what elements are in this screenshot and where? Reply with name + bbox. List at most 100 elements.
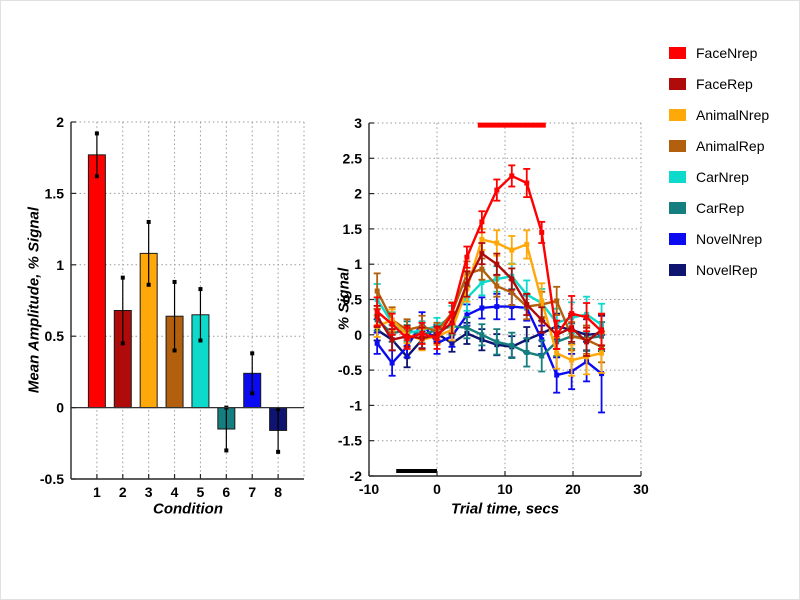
error-cap bbox=[146, 219, 151, 224]
error-cap bbox=[276, 449, 281, 454]
error-cap bbox=[120, 275, 125, 280]
series-line bbox=[376, 174, 603, 340]
data-point bbox=[479, 236, 485, 242]
data-point bbox=[494, 339, 500, 345]
data-point bbox=[524, 241, 530, 247]
data-point bbox=[509, 173, 515, 179]
data-point bbox=[554, 298, 560, 304]
data-point bbox=[494, 187, 500, 193]
data-point bbox=[389, 337, 395, 343]
x-tick-label: 7 bbox=[248, 484, 256, 500]
data-point bbox=[599, 350, 605, 356]
error-cap bbox=[94, 174, 99, 179]
data-point bbox=[479, 280, 485, 286]
y-tick-label: 1.5 bbox=[343, 221, 363, 237]
error-cap bbox=[120, 341, 125, 346]
error-cap bbox=[198, 287, 203, 292]
series-line bbox=[376, 325, 602, 358]
data-point bbox=[509, 276, 515, 282]
x-tick-label: 2 bbox=[119, 484, 127, 500]
data-point bbox=[569, 357, 575, 363]
error-cap bbox=[94, 131, 99, 136]
data-point bbox=[554, 332, 560, 338]
x-tick-label: 5 bbox=[197, 484, 205, 500]
bar-condition-2 bbox=[113, 275, 132, 409]
y-tick-label: -1 bbox=[350, 397, 363, 413]
x-tick-label: 0 bbox=[433, 481, 441, 497]
error-cap bbox=[172, 279, 177, 284]
y-tick-label: 2 bbox=[56, 114, 64, 130]
x-tick-label: -10 bbox=[359, 481, 379, 497]
x-tick-label: 30 bbox=[633, 481, 649, 497]
error-cap bbox=[224, 448, 229, 453]
data-point bbox=[419, 330, 425, 336]
legend-swatch bbox=[669, 201, 686, 214]
data-point bbox=[524, 180, 530, 186]
legend-item-CarRep: CarRep bbox=[669, 192, 769, 223]
x-tick-label: 3 bbox=[145, 484, 153, 500]
data-point bbox=[539, 317, 545, 323]
y-tick-label: -2 bbox=[350, 468, 363, 484]
bar-condition-5 bbox=[191, 287, 210, 409]
bar-condition-7 bbox=[243, 351, 262, 409]
data-point bbox=[584, 314, 590, 320]
legend-label: FaceRep bbox=[696, 75, 753, 92]
data-point bbox=[584, 339, 590, 345]
y-tick-label: 0 bbox=[354, 327, 362, 343]
legend-label: FaceNrep bbox=[696, 44, 758, 61]
data-point bbox=[509, 342, 515, 348]
legend-item-FaceNrep: FaceNrep bbox=[669, 37, 769, 68]
data-point bbox=[374, 340, 380, 346]
y-tick-label: 0.5 bbox=[45, 328, 65, 344]
error-cap bbox=[276, 407, 281, 412]
legend-label: NovelNrep bbox=[696, 230, 763, 247]
data-point bbox=[374, 309, 380, 315]
error-cap bbox=[146, 282, 151, 287]
data-point bbox=[479, 332, 485, 338]
x-tick-label: 20 bbox=[565, 481, 581, 497]
bar-condition-3 bbox=[139, 219, 158, 409]
data-point bbox=[494, 283, 500, 289]
bar bbox=[87, 154, 106, 409]
data-point bbox=[509, 247, 515, 253]
data-point bbox=[569, 311, 575, 317]
data-point bbox=[464, 325, 470, 331]
data-point bbox=[539, 229, 545, 235]
legend-item-NovelRep: NovelRep bbox=[669, 254, 769, 285]
data-point bbox=[494, 261, 500, 267]
legend-swatch bbox=[669, 232, 686, 245]
data-point bbox=[479, 219, 485, 225]
data-point bbox=[449, 311, 455, 317]
line-chart-ylabel: % Signal bbox=[335, 267, 353, 331]
data-point bbox=[539, 353, 545, 359]
legend-swatch bbox=[669, 139, 686, 152]
line-chart-xlabel: Trial time, secs bbox=[450, 500, 560, 518]
legend-item-CarNrep: CarNrep bbox=[669, 161, 769, 192]
data-point bbox=[479, 305, 485, 311]
legend-item-AnimalNrep: AnimalNrep bbox=[669, 99, 769, 130]
data-point bbox=[554, 372, 560, 378]
legend-swatch bbox=[669, 46, 686, 59]
data-point bbox=[599, 328, 605, 334]
legend-swatch bbox=[669, 108, 686, 121]
y-tick-label: -0.5 bbox=[338, 362, 362, 378]
bar-chart: -0.5 0 0.5 1 1.5 2 1 2 3 4 5 6 7 8 bbox=[40, 114, 305, 500]
x-tick-label: 4 bbox=[171, 484, 179, 500]
bar-condition-8 bbox=[269, 407, 288, 454]
data-point bbox=[509, 304, 515, 310]
y-tick-label: 2 bbox=[354, 186, 362, 202]
y-tick-label: 3 bbox=[354, 115, 362, 131]
data-point bbox=[524, 349, 530, 355]
x-tick-label: 6 bbox=[222, 484, 230, 500]
error-cap bbox=[198, 338, 203, 343]
data-point bbox=[509, 289, 515, 295]
y-tick-label: 0.5 bbox=[343, 292, 363, 308]
error-cap bbox=[250, 351, 255, 356]
x-tick-label: 8 bbox=[274, 484, 282, 500]
data-point bbox=[374, 288, 380, 294]
data-point bbox=[494, 240, 500, 246]
y-tick-label: -0.5 bbox=[40, 471, 64, 487]
data-point bbox=[539, 298, 545, 304]
data-point bbox=[389, 360, 395, 366]
